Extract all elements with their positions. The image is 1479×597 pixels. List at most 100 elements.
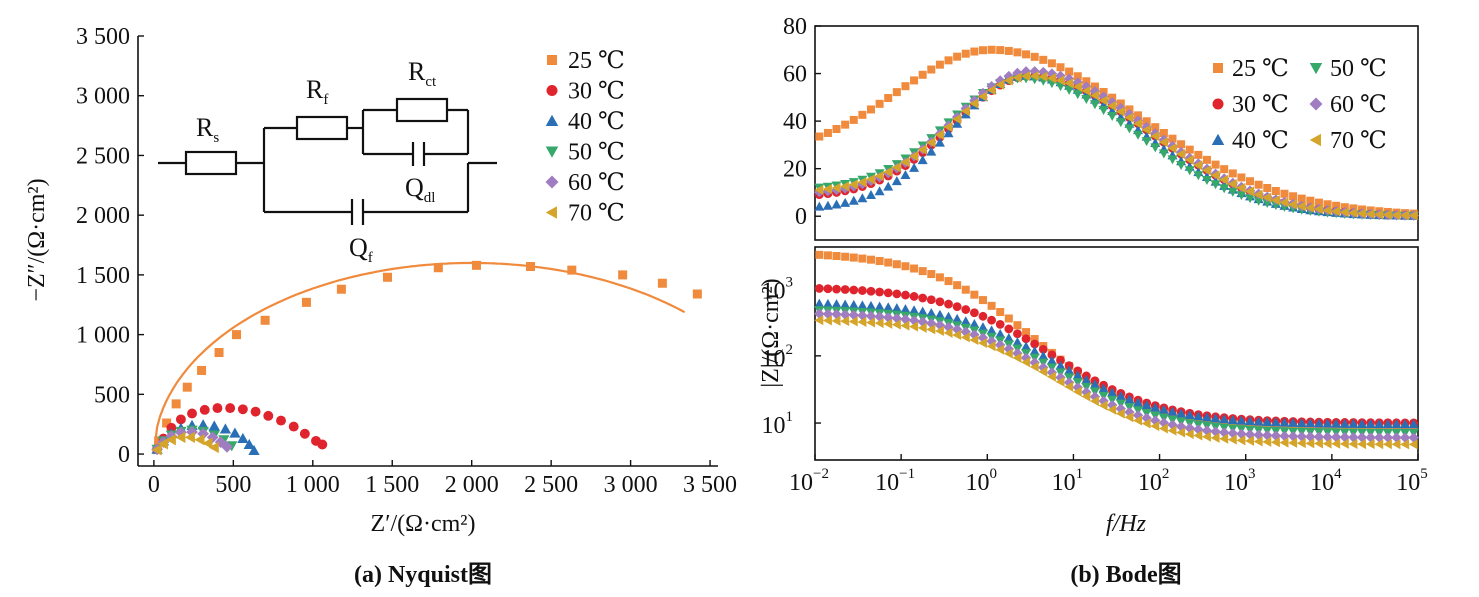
bode-top-y-tick-label: 60 <box>783 62 807 88</box>
bode-modulus-point-40 <box>995 329 1006 339</box>
bode-phase-point-25 <box>1185 145 1194 154</box>
nyquist-x-tick-label: 2 500 <box>524 472 578 498</box>
bode-x-tick-label: 101 <box>1052 466 1084 496</box>
bode-modulus-point-30 <box>866 286 876 296</box>
bode-phase-point-50 <box>1227 187 1238 197</box>
bode-modulus-point-25 <box>987 301 996 310</box>
bode-modulus-point-70 <box>1012 352 1022 363</box>
bode-phase-point-50 <box>1236 191 1247 201</box>
bode-phase-point-25 <box>1289 192 1298 201</box>
bode-phase-point-25 <box>944 56 953 65</box>
bode-phase-point-50 <box>1141 137 1152 147</box>
bode-modulus-point-70 <box>1115 408 1125 419</box>
equivalent-circuit-inset: Rs Rf Rct Qdl Qf <box>158 57 497 266</box>
bode-phase-point-25 <box>1013 48 1022 57</box>
bode-modulus-point-30 <box>875 287 885 297</box>
nyquist-legend-label-50: 50 ℃ <box>568 140 625 166</box>
bode-modulus-point-60 <box>1046 367 1058 378</box>
bode-modulus-point-70 <box>1193 430 1203 441</box>
bode-phase-point-25 <box>1194 150 1203 159</box>
bode-phase-point-70 <box>874 171 884 182</box>
bode-modulus-point-60 <box>1391 432 1402 443</box>
bode-modulus-point-30 <box>952 302 962 312</box>
bode-modulus-point-40 <box>1046 355 1057 365</box>
bode-modulus-point-30 <box>926 295 936 305</box>
nyquist-point-30 <box>317 439 328 450</box>
nyquist-point-40 <box>248 444 260 455</box>
bode-legend-marker-30 <box>1212 98 1224 110</box>
bode-modulus-point-25 <box>935 273 944 282</box>
bode-modulus-point-60 <box>874 311 885 322</box>
bode-bottom-y-tick-exponent: 2 <box>786 342 794 358</box>
nyquist-point-60 <box>186 426 198 438</box>
bode-modulus-point-40 <box>814 298 825 308</box>
bode-modulus-point-30 <box>1038 344 1048 354</box>
bode-phase-point-25 <box>1151 123 1160 132</box>
bode-modulus-point-25 <box>970 290 979 299</box>
circuit-label-rs: Rs <box>196 113 219 146</box>
bode-modulus-point-30 <box>944 299 953 309</box>
nyquist-y-tick-label: 1 000 <box>76 323 130 349</box>
bode-modulus-point-40 <box>960 316 971 326</box>
bode-modulus-point-25 <box>875 256 884 265</box>
bode-phase-point-70 <box>1331 206 1341 217</box>
bode-modulus-point-25 <box>841 252 850 261</box>
bode-phase-point-25 <box>1246 177 1255 186</box>
bode-modulus-point-70 <box>1124 412 1134 423</box>
bode-modulus-point-60 <box>969 329 980 340</box>
nyquist-point-25 <box>525 262 535 272</box>
bode-modulus-point-70 <box>1021 357 1031 368</box>
bode-phase-point-70 <box>1348 207 1358 218</box>
bode-modulus-point-40 <box>943 311 954 321</box>
bode-modulus-point-70 <box>1107 404 1117 415</box>
bode-modulus-point-60 <box>977 332 989 344</box>
nyquist-point-70 <box>151 444 162 456</box>
bode-x-tick-label: 104 <box>1310 466 1342 496</box>
bode-phase-point-60 <box>1081 81 1092 92</box>
bode-phase-point-50 <box>1064 85 1075 95</box>
bode-phase-point-25 <box>832 125 841 134</box>
bode-phase-point-40 <box>900 169 911 179</box>
bode-modulus-point-40 <box>977 322 988 332</box>
bode-top-y-tick-label: 20 <box>783 157 807 183</box>
bode-phase-point-40 <box>857 193 868 203</box>
bode-phase-point-25 <box>953 52 962 61</box>
bode-phase-point-70 <box>986 85 996 96</box>
bode-modulus-point-70 <box>891 319 901 330</box>
bode-x-tick-exponent: 3 <box>1248 466 1256 482</box>
bode-modulus-point-40 <box>1055 360 1066 370</box>
bode-phase-point-70 <box>1382 209 1392 220</box>
bode-modulus-point-60 <box>1279 430 1290 442</box>
nyquist-x-tick-label: 500 <box>215 472 251 498</box>
bode-phase-point-70 <box>1124 112 1134 123</box>
nyquist-point-60 <box>175 426 187 439</box>
nyquist-point-25 <box>232 330 242 340</box>
bode-modulus-point-40 <box>1357 418 1368 428</box>
resistor-rf <box>295 115 349 141</box>
bode-legend-label-70: 70 ℃ <box>1330 128 1387 154</box>
bode-modulus-point-40 <box>1158 404 1169 414</box>
bode-phase-point-50 <box>1089 100 1100 110</box>
nyquist-point-25 <box>567 265 577 275</box>
nyquist-legend-label-25: 25 ℃ <box>568 48 625 74</box>
bode-phase-point-60 <box>977 87 989 99</box>
bode-modulus-point-40 <box>1064 365 1075 375</box>
bode-caption: (b) Bode图 <box>1070 561 1181 588</box>
bode-modulus-point-40 <box>1029 346 1040 356</box>
bode-modulus-point-60 <box>1305 431 1316 442</box>
resistor-rs <box>184 150 238 176</box>
bode-modulus-point-70 <box>1245 435 1255 446</box>
bode-modulus-point-25 <box>849 253 858 262</box>
bode-phase-point-70 <box>1003 75 1013 86</box>
bode-modulus-point-70 <box>1279 437 1289 448</box>
bode-phase-point-25 <box>1082 77 1091 86</box>
nyquist-point-30 <box>199 404 210 415</box>
bode-x-tick-label: 10−2 <box>789 466 829 496</box>
bode-phase-point-70 <box>1141 124 1151 135</box>
bode-modulus-point-30 <box>832 284 841 294</box>
bode-phase-point-25 <box>875 99 884 108</box>
bode-phase-point-70 <box>1322 205 1332 216</box>
bode-modulus-point-70 <box>1064 381 1074 392</box>
nyquist-point-25 <box>182 382 192 392</box>
nyquist-point-30 <box>299 428 310 439</box>
